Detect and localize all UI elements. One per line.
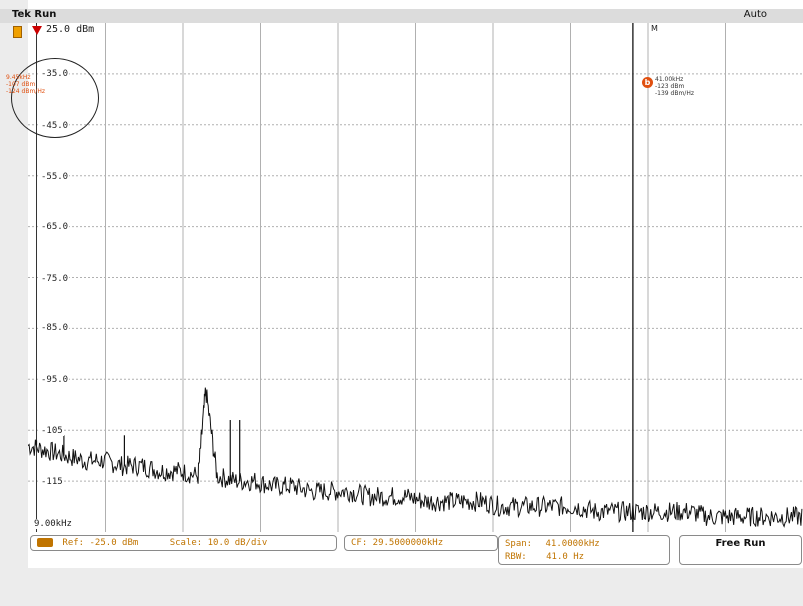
y-tick-label: -95.0 <box>40 375 70 385</box>
cf-readout: CF: 29.5000000kHz <box>351 538 444 548</box>
acquisition-mode[interactable]: Auto <box>743 9 767 20</box>
span-rbw-readout[interactable]: Span: 41.0000kHz RBW: 41.0 Hz <box>498 535 670 565</box>
marker-a-highlight-circle <box>11 58 99 138</box>
marker-a-level: -107 dBm <box>6 81 36 88</box>
marker-b-badge[interactable]: b <box>642 77 653 88</box>
marker-b-freq: 41.00kHz <box>655 76 684 83</box>
span-value: 41.0000kHz <box>545 539 600 549</box>
rbw-value: 41.0 Hz <box>546 552 585 562</box>
reference-level-label: 25.0 dBm <box>44 24 97 35</box>
y-tick-label: -75.0 <box>40 274 70 284</box>
trigger-icon <box>13 26 22 38</box>
y-tick-label: -85.0 <box>40 323 70 333</box>
bottom-panel <box>28 568 803 606</box>
reference-level-marker-icon[interactable] <box>32 26 42 35</box>
span-label: Span: <box>505 539 533 549</box>
marker-a-freq: 9.45kHz <box>6 74 31 81</box>
brand-run-state: Tek Run <box>12 9 57 20</box>
scale-readout: Scale: 10.0 dB/div <box>169 538 268 548</box>
reference-scale-readout[interactable]: Ref: -25.0 dBm Scale: 10.0 dB/div <box>30 535 337 551</box>
trigger-mode-readout[interactable]: Free Run <box>679 535 802 565</box>
y-tick-label: -105 <box>40 426 64 436</box>
spectrum-display[interactable] <box>28 23 803 532</box>
top-status-bar <box>0 9 803 23</box>
reference-waveform-icon <box>37 538 53 547</box>
marker-b-readout: 41.00kHz -123 dBm -139 dBm/Hz <box>655 76 694 97</box>
y-tick-label: -55.0 <box>40 172 70 182</box>
y-tick-label: -65.0 <box>40 222 70 232</box>
center-frequency-readout[interactable]: CF: 29.5000000kHz <box>344 535 498 551</box>
marker-b-density: -139 dBm/Hz <box>655 90 694 97</box>
marker-b-position-tick[interactable]: M <box>651 24 658 33</box>
start-frequency-label: 9.00kHz <box>32 519 74 529</box>
marker-a-density: -124 dBm/Hz <box>6 88 45 95</box>
marker-b-level: -123 dBm <box>655 83 685 90</box>
y-tick-label: -115 <box>40 477 64 487</box>
settings-status-bar: Ref: -25.0 dBm Scale: 10.0 dB/div CF: 29… <box>28 532 803 568</box>
marker-a-readout: 9.45kHz -107 dBm -124 dBm/Hz <box>6 74 45 95</box>
trigger-mode-label: Free Run <box>715 538 766 549</box>
spectrum-trace <box>28 387 803 528</box>
rbw-label: RBW: <box>505 552 527 562</box>
spectrum-plot <box>28 23 803 532</box>
ref-readout: Ref: -25.0 dBm <box>62 538 139 548</box>
